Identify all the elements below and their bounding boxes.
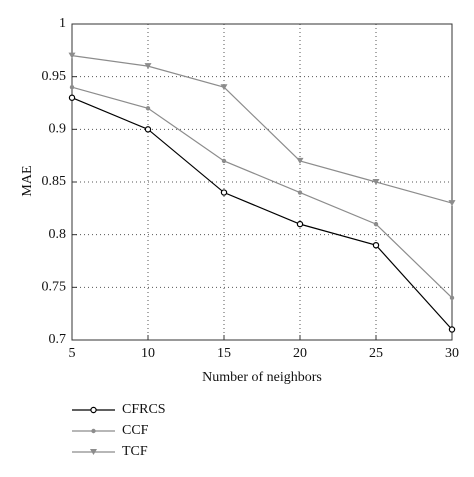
y-tick-label: 0.7 [49, 332, 67, 347]
y-tick-label: 0.85 [42, 174, 67, 189]
plot-frame [71, 23, 453, 341]
marker [448, 326, 456, 333]
marker [145, 106, 151, 111]
y-tick-label: 1 [59, 16, 66, 31]
x-tick-label: 10 [141, 346, 155, 361]
marker [69, 85, 75, 90]
legend-marker [90, 406, 97, 414]
marker [372, 179, 380, 185]
x-tick-label: 5 [69, 346, 76, 361]
x-tick-label: 25 [369, 346, 383, 361]
series-line [71, 86, 453, 299]
y-tick-label: 0.95 [42, 69, 67, 84]
y-axis-label: MAE [20, 165, 35, 196]
y-tick-label: 0.9 [49, 122, 67, 137]
marker [296, 220, 304, 228]
x-tick-label: 20 [293, 346, 307, 361]
marker [68, 94, 76, 101]
legend-label: CCF [122, 423, 149, 438]
marker [144, 63, 152, 70]
x-tick-label: 15 [217, 346, 231, 361]
y-tick-label: 0.75 [42, 280, 67, 295]
series-line [71, 97, 453, 330]
marker [296, 157, 304, 164]
legend-marker [91, 428, 96, 434]
marker [68, 52, 76, 59]
marker [297, 190, 303, 195]
marker [449, 295, 455, 301]
marker [373, 221, 379, 227]
x-tick-label: 30 [445, 346, 459, 361]
legend-marker [90, 449, 97, 455]
marker [220, 189, 228, 196]
marker [144, 126, 152, 133]
marker [220, 84, 228, 91]
y-tick-label: 0.8 [49, 227, 67, 242]
marker [221, 158, 227, 164]
legend-label: CFRCS [122, 402, 166, 417]
marker [372, 241, 380, 249]
legend-label: TCF [122, 444, 148, 459]
x-axis-label: Number of neighbors [202, 370, 322, 385]
marker [448, 200, 456, 207]
series-line [71, 55, 453, 204]
